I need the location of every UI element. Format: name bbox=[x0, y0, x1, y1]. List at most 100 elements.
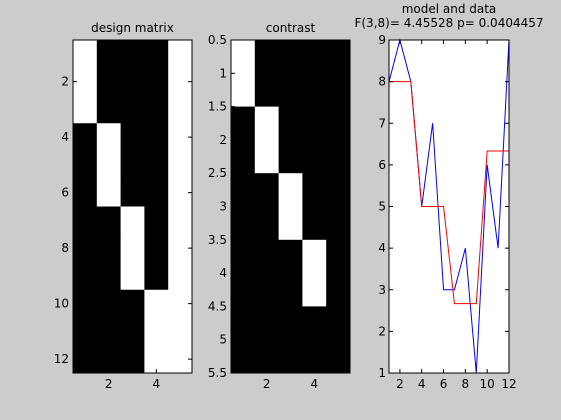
y-tick-label: 1 bbox=[378, 366, 386, 380]
chart-subtitle: F(3,8)= 4.45528 p= 0.0404457 bbox=[354, 16, 543, 30]
y-tick-label: 1 bbox=[219, 66, 227, 80]
image-cell bbox=[144, 178, 169, 207]
image-cell bbox=[96, 178, 121, 207]
image-cell bbox=[73, 95, 98, 124]
x-tick-label: 2 bbox=[105, 377, 113, 391]
image-cell bbox=[73, 234, 98, 263]
y-tick-label: 8 bbox=[61, 241, 69, 255]
image-cell bbox=[73, 123, 98, 152]
image-cell bbox=[73, 345, 98, 374]
image-cell bbox=[144, 67, 169, 96]
image-cell bbox=[120, 151, 145, 180]
y-tick-label: 5.5 bbox=[208, 366, 227, 380]
image-cell bbox=[231, 106, 256, 174]
image-cell bbox=[73, 178, 98, 207]
image-cell bbox=[231, 239, 256, 307]
image-cell bbox=[96, 67, 121, 96]
image-cell bbox=[120, 289, 145, 318]
y-tick-label: 4 bbox=[378, 241, 386, 255]
image-cell bbox=[96, 234, 121, 263]
x-tick-label: 10 bbox=[480, 377, 495, 391]
chart-title: design matrix bbox=[91, 21, 174, 35]
axes-frame bbox=[72, 39, 193, 374]
image-cell bbox=[96, 317, 121, 346]
y-tick-label: 3 bbox=[378, 283, 386, 297]
image-cell bbox=[120, 123, 145, 152]
image-cell bbox=[278, 173, 303, 241]
image-cell bbox=[96, 289, 121, 318]
y-tick-label: 3.5 bbox=[208, 233, 227, 247]
image-cell bbox=[144, 40, 169, 69]
image-cell bbox=[144, 289, 169, 318]
image-cell bbox=[73, 317, 98, 346]
y-tick-label: 2 bbox=[61, 75, 69, 89]
image-cell bbox=[168, 40, 193, 69]
image-cell bbox=[168, 317, 193, 346]
image-cell bbox=[278, 106, 303, 174]
image-cell bbox=[73, 262, 98, 291]
image-cell bbox=[120, 206, 145, 235]
image-cell bbox=[302, 106, 327, 174]
image-cell bbox=[144, 123, 169, 152]
image-cell bbox=[120, 40, 145, 69]
x-tick-label: 12 bbox=[501, 377, 516, 391]
chart-title: contrast bbox=[266, 21, 316, 35]
y-tick-label: 4.5 bbox=[208, 299, 227, 313]
image-cell bbox=[168, 151, 193, 180]
image-cell bbox=[96, 345, 121, 374]
y-tick-label: 2 bbox=[378, 324, 386, 338]
y-tick-label: 8 bbox=[378, 75, 386, 89]
y-tick-label: 3 bbox=[219, 200, 227, 214]
y-tick-label: 6 bbox=[61, 186, 69, 200]
y-tick-label: 9 bbox=[378, 33, 386, 47]
image-cell bbox=[73, 206, 98, 235]
image-cell bbox=[144, 234, 169, 263]
image-cell bbox=[96, 123, 121, 152]
image-cell bbox=[254, 306, 279, 374]
y-tick-label: 1.5 bbox=[208, 100, 227, 114]
image-cell bbox=[96, 151, 121, 180]
x-tick-label: 4 bbox=[152, 377, 160, 391]
y-tick-label: 6 bbox=[378, 158, 386, 172]
image-cell bbox=[254, 40, 279, 107]
image-cell bbox=[231, 306, 256, 374]
image-cell bbox=[302, 40, 327, 107]
model-series-line bbox=[389, 81, 509, 305]
image-cell bbox=[144, 262, 169, 291]
image-cell bbox=[278, 239, 303, 307]
y-tick-label: 2.5 bbox=[208, 166, 227, 180]
image-cell bbox=[168, 95, 193, 124]
x-tick-label: 4 bbox=[310, 377, 318, 391]
y-tick-label: 10 bbox=[54, 297, 69, 311]
image-cell bbox=[302, 239, 327, 307]
image-cell bbox=[231, 173, 256, 241]
y-tick-label: 0.5 bbox=[208, 33, 227, 47]
image-cell bbox=[168, 206, 193, 235]
contrast-panel: contrast 2 4 0.5 1 1.5 2 2.5 3 3.5 4 4.5 5 5.5 bbox=[208, 21, 351, 391]
y-tick-label: 12 bbox=[54, 352, 69, 366]
image-cell bbox=[73, 151, 98, 180]
image-cell bbox=[254, 239, 279, 307]
image-cell bbox=[144, 95, 169, 124]
image-cell bbox=[120, 317, 145, 346]
y-tick-label: 4 bbox=[61, 130, 69, 144]
image-cell bbox=[278, 40, 303, 107]
data-series-line bbox=[388, 38, 510, 374]
image-cell bbox=[302, 173, 327, 241]
plot-area bbox=[389, 40, 509, 373]
image-cell bbox=[144, 317, 169, 346]
y-tick-label: 2 bbox=[219, 133, 227, 147]
image-cell bbox=[120, 95, 145, 124]
image-cell bbox=[302, 306, 327, 374]
image-cell bbox=[120, 234, 145, 263]
y-tick-label: 5 bbox=[378, 200, 386, 214]
y-tick-label: 5 bbox=[219, 333, 227, 347]
image-cell bbox=[73, 289, 98, 318]
y-tick-label: 4 bbox=[219, 266, 227, 280]
image-cell bbox=[168, 262, 193, 291]
image-cell bbox=[120, 67, 145, 96]
image-cell bbox=[96, 206, 121, 235]
chart-title: model and data bbox=[402, 2, 497, 16]
image-cell bbox=[120, 345, 145, 374]
